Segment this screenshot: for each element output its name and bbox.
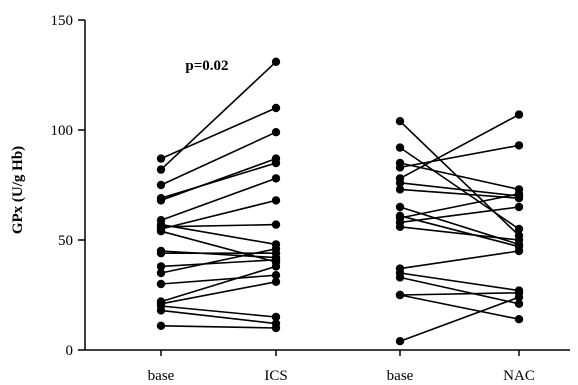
data-point — [395, 202, 405, 212]
pair-line — [399, 188, 520, 199]
data-point — [156, 227, 166, 236]
pair-line — [399, 206, 520, 224]
y-tick-label: 50 — [58, 233, 73, 249]
pair-line — [160, 265, 277, 303]
data-point — [156, 165, 166, 174]
data-point — [271, 262, 281, 271]
pair-line — [160, 250, 277, 259]
data-point — [395, 143, 405, 152]
data-point — [156, 262, 166, 271]
data-point — [271, 196, 281, 205]
pair-line — [160, 61, 277, 171]
pair-line — [160, 177, 277, 221]
pair-line — [399, 144, 520, 169]
data-point — [156, 279, 166, 289]
data-point — [156, 321, 166, 330]
pair-line — [399, 226, 520, 241]
data-point — [514, 293, 524, 302]
data-point — [271, 128, 281, 137]
y-tick-label: 150 — [51, 13, 74, 29]
data-point — [514, 189, 524, 198]
data-point — [514, 235, 524, 245]
p-value-annotation: p=0.02 — [185, 58, 228, 74]
data-point — [156, 154, 166, 163]
pair-line — [160, 274, 277, 285]
data-point — [514, 141, 524, 150]
data-point — [271, 57, 281, 66]
pair-line — [160, 107, 277, 160]
data-point — [156, 180, 166, 190]
data-point — [156, 268, 166, 278]
x-ticks: base ICS base NAC — [148, 350, 535, 384]
y-tick-label: 0 — [66, 343, 74, 359]
data-point — [395, 273, 405, 282]
pair-line — [399, 113, 520, 180]
pair-line — [160, 162, 277, 199]
pair-line — [160, 157, 277, 202]
data-point — [395, 185, 405, 194]
pair-line — [399, 294, 520, 320]
y-axis-label: GPx (U/g Hb) — [10, 146, 26, 234]
data-point — [156, 196, 166, 205]
pair-line — [399, 276, 520, 305]
data-point — [395, 178, 405, 187]
y-ticks: 0 50 100 150 — [51, 13, 85, 359]
data-point — [271, 154, 281, 163]
x-tick-label: ICS — [264, 368, 287, 384]
data-point — [395, 163, 405, 172]
pair-line — [160, 223, 277, 228]
pair-line — [399, 120, 520, 237]
pair-line — [160, 223, 277, 246]
pair-line — [399, 193, 520, 219]
y-tick-label: 100 — [51, 123, 74, 139]
pair-line — [399, 296, 520, 342]
pair-line — [160, 309, 277, 325]
pair-line — [160, 325, 277, 329]
data-point — [271, 174, 281, 183]
pair-line — [399, 292, 520, 296]
axes — [84, 20, 570, 351]
data-point — [271, 277, 281, 286]
data-point — [514, 202, 524, 212]
pair-line — [160, 281, 277, 305]
pair-line — [399, 215, 520, 248]
data-point — [514, 299, 524, 308]
pair-lines — [160, 61, 520, 342]
data-point — [156, 249, 166, 258]
data-point — [395, 290, 405, 300]
x-tick-label: NAC — [503, 368, 535, 384]
data-point — [514, 110, 524, 119]
data-point — [395, 337, 405, 346]
data-point — [271, 220, 281, 229]
pair-line — [160, 248, 277, 274]
x-tick-label: base — [148, 368, 175, 384]
data-point — [271, 103, 281, 113]
data-point — [514, 246, 524, 256]
data-point — [395, 222, 405, 231]
pair-line — [160, 131, 277, 186]
pair-line — [160, 199, 277, 230]
data-point — [156, 306, 166, 315]
pair-line — [160, 305, 277, 318]
x-tick-label: base — [387, 368, 414, 384]
pair-line — [399, 182, 520, 197]
data-point — [271, 323, 281, 333]
data-point — [271, 271, 281, 280]
data-point — [514, 315, 524, 324]
data-point — [271, 312, 281, 322]
data-point — [271, 244, 281, 253]
pair-line — [399, 250, 520, 270]
data-point — [514, 224, 524, 234]
data-point — [395, 117, 405, 126]
pair-line — [399, 146, 520, 230]
pair-line — [160, 259, 277, 268]
pair-line — [399, 272, 520, 292]
data-points — [156, 57, 524, 346]
data-point — [271, 255, 281, 264]
